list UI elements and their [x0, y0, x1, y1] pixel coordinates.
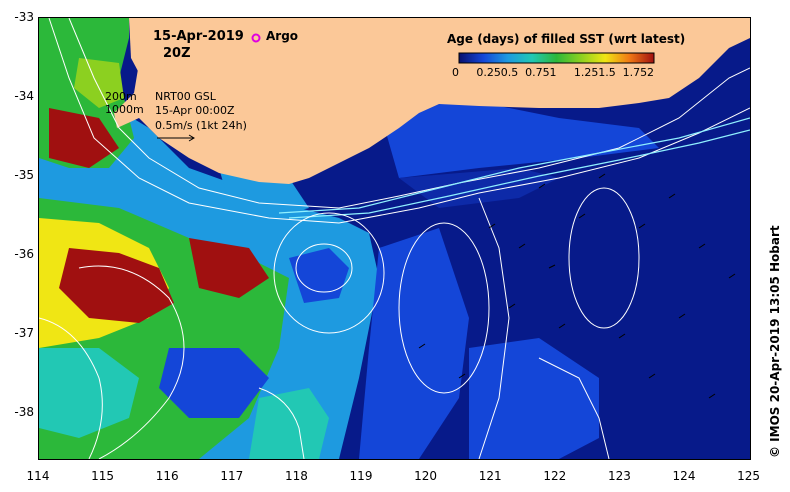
colorbar-tick-label: 1.25: [573, 66, 599, 79]
colorbar: [458, 52, 655, 64]
current-vectors: [418, 173, 736, 399]
longitude-tick-label: 120: [414, 469, 438, 483]
longitude-tick-label: 119: [349, 469, 373, 483]
colorbar-tick-label: 0.25: [476, 66, 501, 79]
latitude-tick-label: -36: [14, 247, 34, 261]
credit-text: © IMOS 20-Apr-2019 13:05 Hobart: [768, 225, 782, 458]
vector-scale-arrow: [157, 134, 195, 142]
current-streamlines: [278, 117, 750, 219]
colorbar-tick-label: 0: [452, 66, 459, 79]
latitude-tick-label: -38: [14, 405, 34, 419]
longitude-tick-label: 121: [478, 469, 502, 483]
longitude-tick-label: 114: [26, 469, 50, 483]
product-time-label: 15-Apr 00:00Z: [155, 104, 235, 117]
bathymetry-contours: [48, 18, 750, 224]
latitude-tick-label: -35: [14, 168, 34, 182]
latitude-tick-label: -34: [14, 89, 34, 103]
cape-land: [129, 18, 151, 73]
depth-200-label: 200m: [105, 90, 137, 103]
map-frame: [38, 17, 751, 460]
longitude-tick-label: 115: [91, 469, 115, 483]
longitude-tick-label: 123: [607, 469, 631, 483]
legend-title: Age (days) of filled SST (wrt latest): [447, 32, 686, 46]
longitude-tick-label: 116: [155, 469, 179, 483]
argo-label: Argo: [266, 29, 299, 43]
product-label: NRT00 GSL: [155, 90, 216, 103]
longitude-tick-label: 117: [220, 469, 244, 483]
sst-map: [39, 18, 750, 459]
argo-marker: [251, 33, 261, 43]
colorbar-tick-label: 2: [647, 66, 654, 79]
vector-scale-label: 0.5m/s (1kt 24h): [155, 119, 247, 132]
colorbar-tick-label: 0.75: [525, 66, 550, 79]
colorbar-tick-label: 1: [549, 66, 557, 79]
longitude-tick-label: 118: [284, 469, 308, 483]
latitude-tick-label: -37: [14, 326, 34, 340]
colorbar-bar: [458, 52, 655, 64]
colorbar-tick-label: 1.75: [622, 66, 648, 79]
depth-1000-label: 1000m: [105, 103, 144, 116]
colorbar-tick-label: 1.5: [598, 66, 616, 79]
sla-contours: [39, 187, 640, 459]
map-date: 15-Apr-2019: [153, 29, 244, 44]
colorbar-tick-label: 0.5: [500, 66, 519, 79]
latitude-tick-label: -33: [14, 10, 34, 24]
longitude-tick-label: 125: [737, 469, 761, 483]
longitude-tick-label: 122: [543, 469, 567, 483]
longitude-tick-label: 124: [672, 469, 696, 483]
map-time: 20Z: [163, 46, 191, 61]
